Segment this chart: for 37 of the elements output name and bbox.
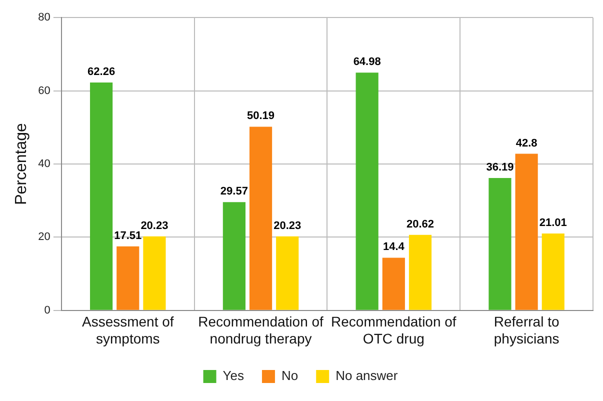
bar [488, 178, 512, 310]
bar [515, 154, 538, 310]
y-tick-label: 0 [44, 304, 50, 316]
bar [408, 234, 432, 310]
data-label: 62.26 [88, 66, 116, 78]
x-tick-label: Recommendation of OTC drug [331, 314, 456, 346]
data-label: 20.62 [406, 218, 434, 230]
data-label: 42.8 [516, 137, 538, 150]
data-label: 20.23 [274, 220, 302, 232]
y-axis-title: Percentage [13, 122, 30, 205]
data-label: 29.57 [220, 186, 248, 198]
bar [382, 258, 405, 310]
bar [143, 236, 166, 310]
x-tick-label: Referral to physicians [494, 314, 560, 346]
legend-label: No answer [336, 368, 398, 384]
bar [356, 72, 378, 310]
data-label: 17.51 [114, 230, 142, 242]
y-tick-label: 40 [38, 158, 50, 170]
data-label: 64.98 [353, 56, 381, 68]
y-tick-label: 20 [38, 231, 50, 244]
bar [276, 236, 299, 310]
data-label: 20.23 [140, 220, 168, 232]
bar [542, 234, 564, 310]
data-label: 36.19 [486, 161, 514, 174]
bar [249, 126, 272, 310]
x-tick-label: Recommendation of nondrug therapy [198, 314, 324, 346]
y-tick-label: 60 [38, 84, 50, 97]
x-tick-label: Assessment of symptoms [82, 314, 174, 346]
bar [222, 202, 246, 310]
data-label: 14.4 [382, 241, 406, 254]
data-label: 21.01 [539, 217, 567, 230]
y-tick-label: 80 [38, 12, 50, 24]
bar [90, 82, 113, 310]
data-label: 50.19 [247, 110, 275, 122]
bar [116, 246, 140, 310]
legend-label: No [281, 368, 298, 384]
legend-label: Yes [222, 368, 244, 384]
